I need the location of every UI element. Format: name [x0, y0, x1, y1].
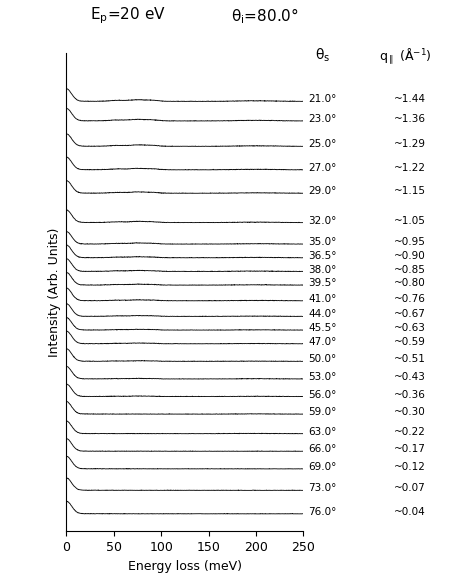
- Text: ~0.43: ~0.43: [394, 372, 426, 382]
- Text: 27.0°: 27.0°: [308, 163, 337, 173]
- Text: ~0.80: ~0.80: [394, 278, 426, 288]
- Text: 59.0°: 59.0°: [308, 407, 337, 417]
- Text: 41.0°: 41.0°: [308, 294, 337, 304]
- Text: 50.0°: 50.0°: [308, 354, 337, 364]
- Text: 32.0°: 32.0°: [308, 215, 337, 225]
- Text: ~0.95: ~0.95: [394, 237, 426, 247]
- Text: ~0.17: ~0.17: [394, 444, 426, 454]
- Text: ~1.29: ~1.29: [394, 140, 426, 150]
- Text: ~0.90: ~0.90: [394, 251, 426, 261]
- Text: ~0.76: ~0.76: [394, 294, 426, 304]
- Text: ~0.63: ~0.63: [394, 323, 426, 333]
- Text: 76.0°: 76.0°: [308, 507, 337, 517]
- Text: ~0.67: ~0.67: [394, 310, 426, 319]
- Text: 56.0°: 56.0°: [308, 390, 337, 399]
- Text: ~1.36: ~1.36: [394, 114, 426, 124]
- X-axis label: Energy loss (meV): Energy loss (meV): [128, 559, 242, 573]
- Text: 66.0°: 66.0°: [308, 444, 337, 454]
- Text: 69.0°: 69.0°: [308, 462, 337, 472]
- Text: ~1.15: ~1.15: [394, 186, 426, 196]
- Text: 38.0°: 38.0°: [308, 265, 337, 274]
- Text: ~0.59: ~0.59: [394, 337, 426, 347]
- Text: 45.5°: 45.5°: [308, 323, 337, 333]
- Text: 25.0°: 25.0°: [308, 140, 337, 150]
- Text: 39.5°: 39.5°: [308, 278, 337, 288]
- Text: $\mathregular{q_\parallel}$ (Å$^{-1}$): $\mathregular{q_\parallel}$ (Å$^{-1}$): [379, 47, 432, 67]
- Text: ~0.04: ~0.04: [394, 507, 426, 517]
- Text: ~1.05: ~1.05: [394, 215, 426, 225]
- Text: ~1.44: ~1.44: [394, 95, 426, 105]
- Text: $\mathregular{\theta_i}$=80.0°: $\mathregular{\theta_i}$=80.0°: [231, 6, 300, 26]
- Text: ~0.85: ~0.85: [394, 265, 426, 274]
- Text: 53.0°: 53.0°: [308, 372, 337, 382]
- Text: 73.0°: 73.0°: [308, 484, 337, 493]
- Text: 44.0°: 44.0°: [308, 310, 337, 319]
- Text: ~0.22: ~0.22: [394, 427, 426, 437]
- Text: 23.0°: 23.0°: [308, 114, 337, 124]
- Text: 21.0°: 21.0°: [308, 95, 337, 105]
- Text: 63.0°: 63.0°: [308, 427, 337, 437]
- Text: 36.5°: 36.5°: [308, 251, 337, 261]
- Text: ~0.12: ~0.12: [394, 462, 426, 472]
- Text: ~1.22: ~1.22: [394, 163, 426, 173]
- Text: $\mathregular{E_p}$=20 eV: $\mathregular{E_p}$=20 eV: [90, 6, 166, 26]
- Text: 47.0°: 47.0°: [308, 337, 337, 347]
- Text: ~0.36: ~0.36: [394, 390, 426, 399]
- Y-axis label: Intensity (Arb. Units): Intensity (Arb. Units): [48, 227, 61, 357]
- Text: ~0.07: ~0.07: [394, 484, 426, 493]
- Text: ~0.30: ~0.30: [394, 407, 426, 417]
- Text: 29.0°: 29.0°: [308, 186, 337, 196]
- Text: $\mathregular{\theta_s}$: $\mathregular{\theta_s}$: [315, 47, 330, 64]
- Text: ~0.51: ~0.51: [394, 354, 426, 364]
- Text: 35.0°: 35.0°: [308, 237, 337, 247]
